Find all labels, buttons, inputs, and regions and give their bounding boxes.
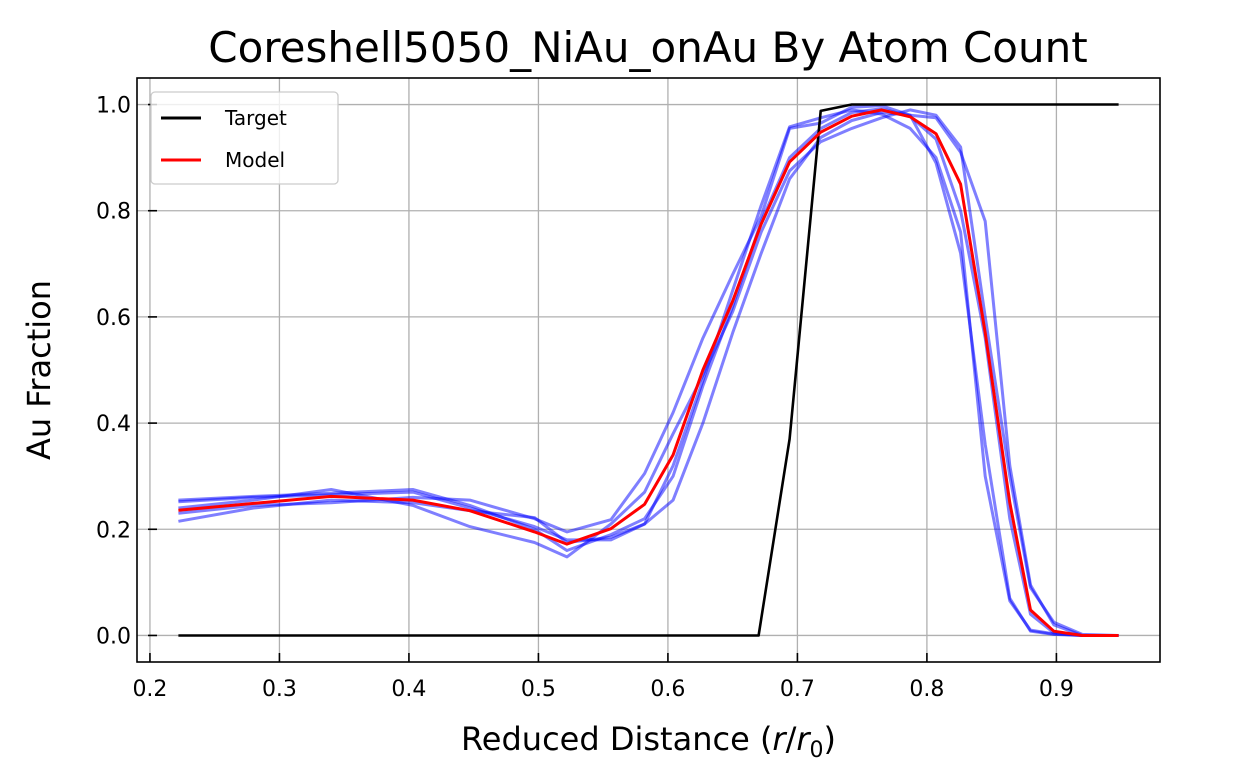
x-axis-label: Reduced Distance (r/r0) (461, 720, 836, 763)
x-axis-label-prefix: Reduced Distance ( (461, 720, 772, 758)
x-tick-label: 0.7 (780, 677, 815, 702)
x-tick-label: 0.8 (909, 677, 944, 702)
x-axis-label-r: r (772, 720, 787, 758)
y-tick-label: 1.0 (96, 94, 131, 119)
y-tick-label: 0.2 (96, 518, 131, 543)
x-tick-label: 0.3 (262, 677, 297, 702)
x-tick-label: 0.2 (132, 677, 167, 702)
series-model (178, 108, 1119, 637)
y-tick-label: 0.4 (96, 412, 131, 437)
y-axis-label: Au Fraction (20, 280, 58, 460)
x-tick-label: 0.5 (521, 677, 556, 702)
x-axis-label-slash: / (786, 720, 797, 758)
y-tick-label: 0.8 (96, 200, 131, 225)
axis-ticks: 0.2 0.3 0.4 0.5 0.6 0.7 0.8 0.9 0.0 0.2 0.4 0.6 0.8 1… (96, 94, 1074, 702)
series-run-5 (178, 108, 1119, 637)
legend-label-target: Target (224, 106, 287, 130)
series-run-4 (178, 104, 1119, 637)
series-target (178, 103, 1119, 637)
plot-frame (136, 77, 1161, 663)
x-axis-label-r0: r (796, 720, 811, 758)
x-axis-label-subscript: 0 (810, 738, 824, 763)
y-tick-label: 0.6 (96, 306, 131, 331)
y-tick-label: 0.0 (96, 624, 131, 649)
x-tick-label: 0.4 (391, 677, 426, 702)
legend-label-model: Model (225, 148, 285, 172)
series-run-2 (178, 107, 1119, 637)
x-tick-label: 0.9 (1039, 677, 1074, 702)
chart-title: Coreshell5050_NiAu_onAu By Atom Count (208, 23, 1087, 72)
series-run-6 (178, 108, 1119, 637)
x-axis-label-suffix: ) (824, 720, 836, 758)
legend: Target Model (150, 91, 339, 185)
x-tick-label: 0.6 (650, 677, 685, 702)
plot-lines (178, 103, 1119, 637)
